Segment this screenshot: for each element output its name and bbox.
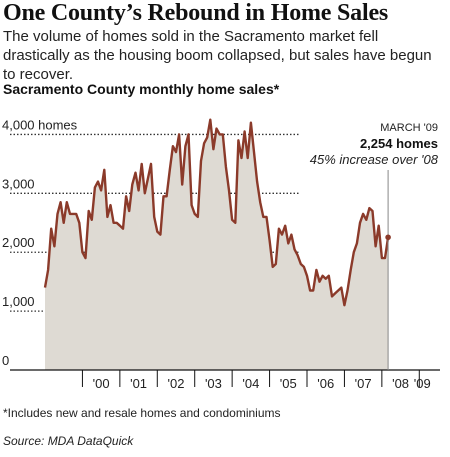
x-tick-label: '02: [168, 376, 185, 391]
x-tick-label: '08: [392, 376, 409, 391]
march-2009-point: [385, 234, 391, 241]
chart-description: The volume of homes sold in the Sacramen…: [3, 28, 432, 83]
x-tick-labels: '00 '01 '02 '03 '04 '05 '06 '07 '08 '09: [93, 376, 431, 391]
x-tick-label: '09: [414, 376, 431, 391]
y-tick-label: 0: [2, 353, 9, 368]
x-tick-label: '07: [355, 376, 372, 391]
x-tick-label: '03: [205, 376, 222, 391]
y-tick-label: 3,000: [2, 176, 35, 191]
sales-area-layer: [43, 118, 390, 370]
axes: [10, 369, 440, 387]
x-tick-label: '06: [317, 376, 334, 391]
x-tick-label: '05: [280, 376, 297, 391]
annotation-note: 45% increase over '08: [310, 152, 439, 167]
y-tick-label: 4,000 homes: [2, 117, 78, 132]
x-tick-label: '01: [130, 376, 147, 391]
y-tick-label: 1,000: [2, 294, 35, 309]
x-tick-label: '04: [242, 376, 259, 391]
annotation-value: 2,254 homes: [360, 136, 438, 151]
annotation-date: MARCH '09: [380, 122, 438, 134]
y-tick-label: 2,000: [2, 235, 35, 250]
footnote: *Includes new and resale homes and condo…: [3, 406, 281, 420]
chart-title: Sacramento County monthly home sales*: [3, 81, 280, 97]
source-credit: Source: MDA DataQuick: [3, 434, 134, 448]
sales-series-line: [43, 118, 390, 307]
y-tick-labels: 0 1,000 2,000 3,000 4,000 homes: [2, 117, 78, 368]
sales-area-fill: [45, 119, 389, 370]
x-tick-label: '00: [93, 376, 110, 391]
chart-headline: One County’s Rebound in Home Sales: [3, 0, 389, 26]
